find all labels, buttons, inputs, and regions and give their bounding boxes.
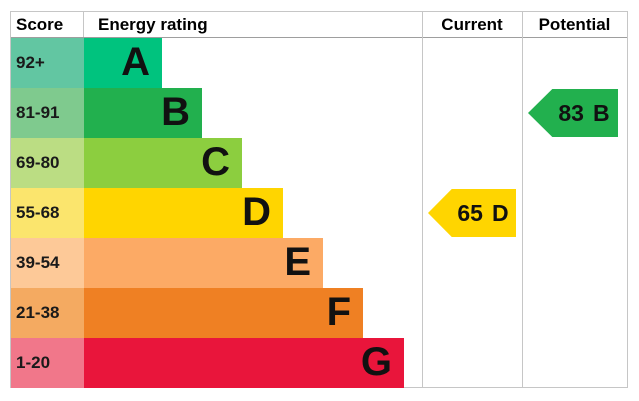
rating-bar-b: B	[84, 88, 202, 138]
score-range-cell: 69-80	[11, 138, 84, 188]
epc-energy-rating-chart: Score Energy rating Current Potential 92…	[10, 11, 628, 388]
score-range-cell: 55-68	[11, 188, 84, 238]
score-range-cell: 92+	[11, 38, 84, 88]
score-range-cell: 39-54	[11, 238, 84, 288]
rating-bar-c: C	[84, 138, 242, 188]
rating-bar-f: F	[84, 288, 363, 338]
current-rating-score: 65	[457, 199, 483, 226]
table-header: Score Energy rating Current Potential	[11, 12, 627, 38]
score-range-cell: 81-91	[11, 88, 84, 138]
rating-row-d: 55-68 D	[11, 188, 627, 238]
rating-bar-e: E	[84, 238, 323, 288]
rating-bar-g: G	[84, 338, 404, 388]
potential-column-divider	[522, 12, 523, 387]
current-rating-arrow: 65 D	[428, 189, 516, 237]
energy-rating-column-header: Energy rating	[98, 15, 208, 34]
rating-bar-a: A	[84, 38, 162, 88]
current-rating-letter: D	[491, 199, 509, 226]
rating-row-a: 92+ A	[11, 38, 627, 88]
score-range-cell: 21-38	[11, 288, 84, 338]
rating-bands: 92+ A 81-91 B 69-80 C 55-68 D 39-54 E 21-38 F 1-20 G	[11, 38, 627, 388]
potential-rating-letter: B	[592, 99, 610, 126]
rating-row-f: 21-38 F	[11, 288, 627, 338]
rating-bar-d: D	[84, 188, 283, 238]
current-column-divider	[422, 12, 423, 387]
score-column-header: Score	[11, 12, 84, 37]
rating-row-e: 39-54 E	[11, 238, 627, 288]
rating-row-g: 1-20 G	[11, 338, 627, 388]
potential-rating-score: 83	[558, 99, 584, 126]
potential-column-header: Potential	[538, 15, 611, 34]
score-range-cell: 1-20	[11, 338, 84, 388]
potential-rating-arrow: 83 B	[528, 89, 618, 137]
current-column-header: Current	[441, 15, 503, 34]
rating-row-c: 69-80 C	[11, 138, 627, 188]
rating-row-b: 81-91 B	[11, 88, 627, 138]
